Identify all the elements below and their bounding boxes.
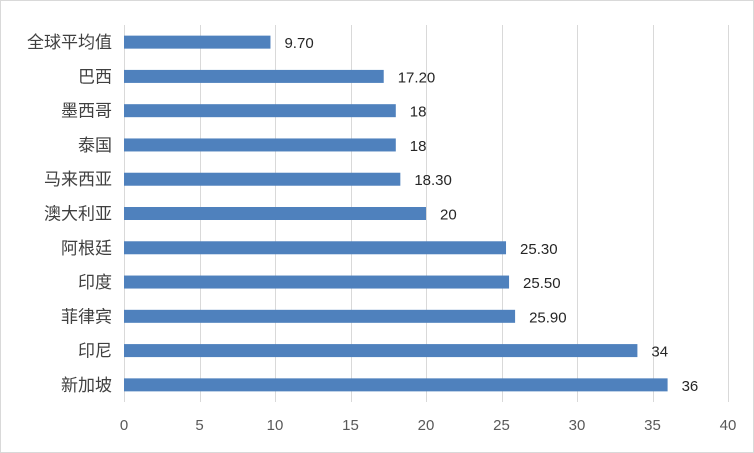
bar [124,69,384,83]
x-tick-label: 0 [120,417,128,434]
bar [124,344,638,358]
category-label: 马来西亚 [44,170,112,190]
x-tick-label: 30 [569,417,586,434]
category-label: 泰国 [78,136,112,156]
grid-lines [124,25,729,402]
bar [124,172,401,186]
category-label: 巴西 [78,67,112,87]
data-label: 18 [410,104,427,121]
bar [124,309,516,323]
data-label: 34 [651,344,668,361]
x-tick-label: 5 [195,417,203,434]
bars [124,35,668,392]
category-label: 新加坡 [61,376,112,396]
data-label: 18.30 [414,172,452,189]
bar [124,275,510,289]
category-label: 菲律宾 [61,307,112,327]
bar [124,241,507,255]
data-label: 20 [440,207,457,224]
bar [124,138,396,152]
data-label: 25.30 [520,241,558,258]
bar [124,104,396,118]
data-label: 9.70 [284,35,313,52]
category-label: 墨西哥 [61,102,112,122]
bar [124,35,271,49]
category-label: 阿根廷 [61,239,112,259]
x-tick-label: 25 [493,417,510,434]
x-tick-label: 15 [342,417,359,434]
category-label: 印度 [78,273,112,293]
category-label: 印尼 [78,342,112,362]
category-label: 全球平均值 [27,33,112,53]
x-tick-label: 20 [418,417,435,434]
x-tick-label: 40 [720,417,737,434]
bar [124,207,426,220]
data-label: 25.50 [523,275,561,292]
x-tick-label: 10 [267,417,284,434]
data-label: 25.90 [529,309,567,326]
x-axis-ticks: 0 5 10 15 20 25 30 35 40 [120,417,737,434]
data-label: 17.20 [398,69,436,86]
data-labels: 9.70 17.20 18 18 18.30 20 25.30 25.50 25.90 34 36 [284,35,698,395]
category-label: 澳大利亚 [44,205,112,225]
data-label: 36 [682,378,699,395]
x-tick-label: 35 [644,417,661,434]
data-label: 18 [410,138,427,155]
bar [124,378,668,392]
